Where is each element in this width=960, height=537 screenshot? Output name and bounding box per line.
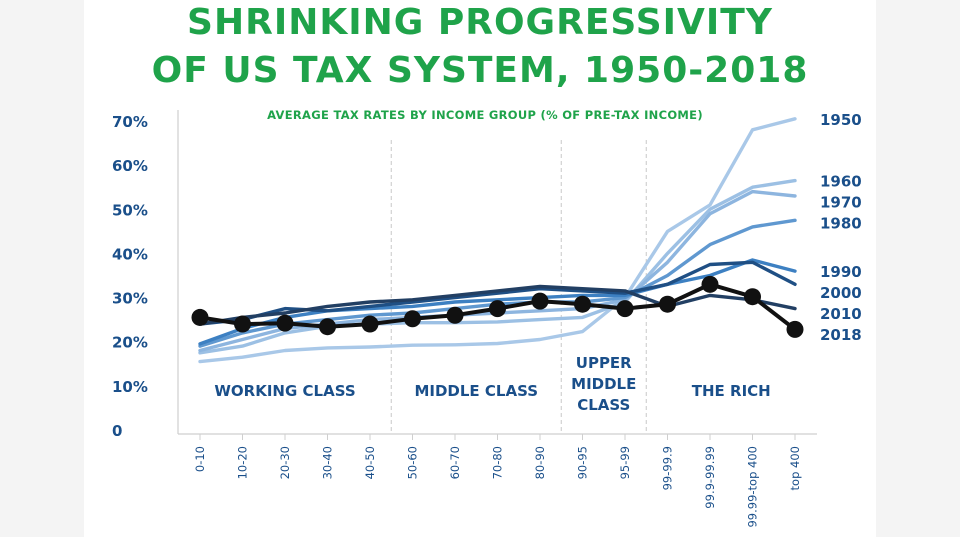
x-tick-label: 50-60	[406, 446, 420, 479]
chart-title-line-2: OF US TAX SYSTEM, 1950-2018	[151, 50, 809, 91]
x-tick-label: 70-80	[491, 446, 505, 479]
data-point-2018	[531, 292, 549, 310]
x-tick-label: 99.9-99.99	[703, 446, 717, 509]
data-point-2018	[446, 306, 464, 324]
group-label: MIDDLE CLASS	[414, 382, 538, 400]
data-point-2018	[404, 310, 421, 328]
series-label-1960: 1960	[820, 173, 862, 191]
series-markers	[191, 275, 804, 338]
group-label: MIDDLE	[571, 375, 636, 393]
income-group-sections: WORKING CLASS MIDDLE CLASS UPPER MIDDLE CLAS…	[214, 140, 771, 432]
x-tick-label: 10-20	[236, 446, 250, 479]
chart-title-line-1: SHRINKING PROGRESSIVITY	[187, 2, 773, 43]
x-tick-label: 0-10	[193, 446, 207, 472]
series-label-1970: 1970	[820, 194, 862, 212]
data-point-2018	[574, 295, 591, 313]
group-label: UPPER	[576, 354, 632, 372]
group-label: CLASS	[577, 396, 630, 414]
x-tick-label: 20-30	[278, 446, 292, 479]
data-point-2018	[361, 315, 379, 333]
data-point-2018	[786, 320, 804, 338]
group-label: THE RICH	[692, 382, 771, 400]
y-tick-label: 70%	[112, 113, 148, 131]
series-label-1980: 1980	[820, 215, 862, 233]
series-label-2000: 2000	[820, 284, 862, 302]
series-label-2018: 2018	[820, 326, 862, 344]
series-line-2010	[198, 284, 797, 326]
y-tick-label: 20%	[112, 334, 148, 352]
series-label-1990: 1990	[820, 263, 862, 281]
axes: 0 10% 20% 30% 40% 50% 60% 70% 0-10 10-20 20-30 30-4…	[112, 110, 817, 528]
series-label-1950: 1950	[820, 111, 862, 129]
x-tick-label: 80-90	[533, 446, 547, 479]
chart-page	[84, 0, 876, 537]
x-tick-label: 99-99.9	[661, 446, 675, 490]
series-line-1960	[198, 178, 797, 355]
y-tick-label: 10%	[112, 378, 148, 396]
chart-subtitle: AVERAGE TAX RATES BY INCOME GROUP (% OF …	[267, 108, 703, 122]
y-tick-label: 0	[112, 422, 122, 440]
data-point-2018	[191, 308, 209, 326]
y-tick-label: 60%	[112, 157, 148, 175]
x-tick-label: 60-70	[448, 446, 462, 479]
y-tick-label: 30%	[112, 290, 148, 308]
data-point-2018	[489, 300, 506, 318]
group-label: WORKING CLASS	[214, 382, 355, 400]
data-point-2018	[659, 295, 676, 313]
x-tick-label: top 400	[788, 446, 802, 490]
series-line-1990	[198, 258, 797, 346]
series-line-1950	[198, 117, 797, 364]
series-label-2010: 2010	[820, 305, 862, 323]
x-tick-label: 40-50	[363, 446, 377, 479]
x-tick-label: 30-40	[321, 446, 335, 479]
data-point-2018	[744, 288, 761, 306]
data-point-2018	[616, 300, 634, 318]
data-point-2018	[276, 314, 294, 332]
x-tick-label: 90-95	[576, 446, 590, 479]
x-tick-label: 95-99	[618, 446, 632, 479]
series-labels: 1950 1960 1970 1980 1990 2000 2010 2018	[820, 111, 862, 344]
x-tick-label: 99.99-top 400	[746, 446, 760, 528]
y-tick-label: 50%	[112, 201, 148, 219]
data-point-2018	[319, 318, 336, 336]
y-tick-label: 40%	[112, 245, 148, 263]
data-point-2018	[701, 275, 719, 293]
data-point-2018	[234, 315, 251, 333]
